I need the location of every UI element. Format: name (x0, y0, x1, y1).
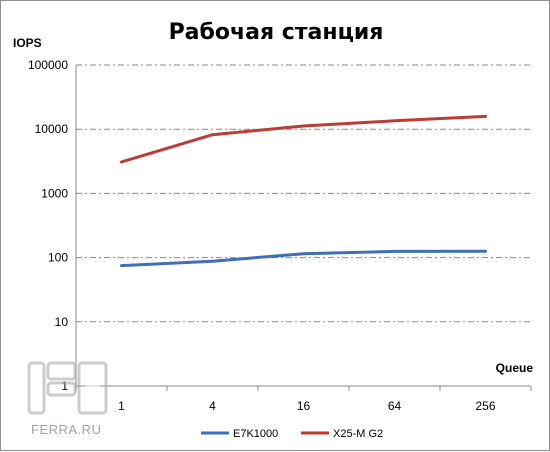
watermark-text: FERRA.RU (31, 422, 101, 437)
x-tick-label: 4 (209, 399, 216, 413)
x-tick-label: 256 (475, 399, 495, 413)
x-tick-label: 16 (297, 399, 311, 413)
x-tick-label: 1 (118, 399, 125, 413)
series-line-0 (120, 249, 487, 268)
axes (75, 65, 532, 391)
y-tick-label: 10000 (35, 122, 69, 136)
x-tick-labels: 1 4 16 64 256 (118, 399, 496, 413)
ferra-logo-icon (27, 361, 108, 415)
y-tick-label: 10 (55, 315, 69, 329)
y-axis-label: IOPS (13, 36, 42, 50)
y-tick-label: 1 (61, 379, 68, 393)
gridlines (76, 64, 531, 323)
x-axis-label: Queue (496, 361, 534, 375)
legend-label: X25-M G2 (333, 428, 383, 440)
series-lines (120, 114, 487, 268)
legend-label: E7K1000 (233, 428, 278, 440)
y-tick-label: 100 (48, 251, 68, 265)
y-tick-labels: 1 10 100 1000 10000 100000 (28, 58, 68, 393)
series-line-1 (120, 114, 487, 164)
x-tick-label: 64 (388, 399, 402, 413)
y-tick-label: 100000 (28, 58, 68, 72)
y-tick-label: 1000 (41, 186, 68, 200)
legend: E7K1000 X25-M G2 (201, 428, 383, 440)
chart-title: Рабочая станция (169, 20, 384, 45)
